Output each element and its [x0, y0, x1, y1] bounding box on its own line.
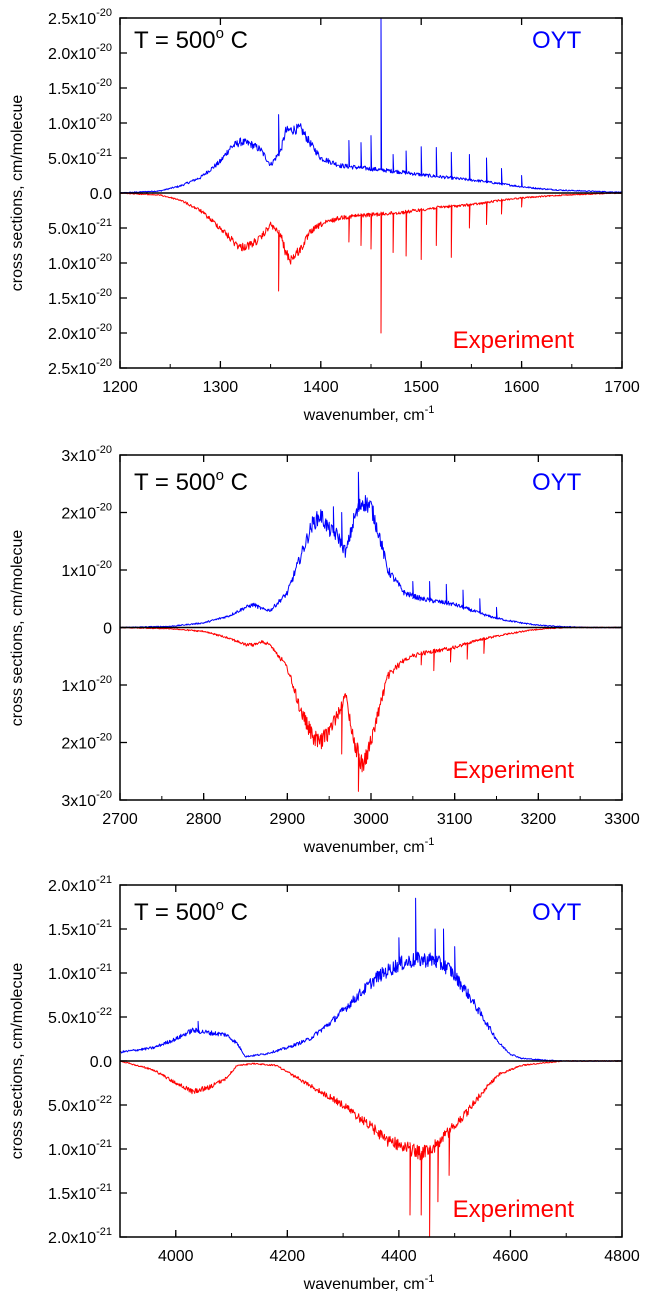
- temperature-annotation: T = 500o C: [134, 467, 248, 496]
- chart-panel-2: 2700 2800 2900 3000 3100 3200 3300 3x10-20 2x10-…: [9, 444, 640, 856]
- y-tick-label: 2.0x10-20: [48, 42, 112, 63]
- x-tick-label: 1500: [403, 379, 439, 396]
- y-tick-label: 2.0x10-21: [48, 1226, 112, 1247]
- x-tick-label: 2800: [186, 811, 222, 828]
- x-tick-label: 4400: [381, 1248, 417, 1265]
- x-tick-label: 1700: [604, 379, 640, 396]
- y-tick-label: 0.0: [90, 186, 112, 203]
- x-axis-label: wavenumber, cm-1: [303, 836, 435, 856]
- y-tick-label: 3x10-20: [61, 789, 112, 810]
- y-tick-label: 5.0x10-22: [48, 1006, 112, 1027]
- y-tick-label: 1.5x10-21: [48, 1182, 112, 1203]
- series-line-experiment: [119, 192, 623, 334]
- series-label-oyt: OYT: [532, 27, 582, 54]
- chart-panel-1: 1200 1300 1400 1500 1600 1700 2.5x10-20 2.0x10-…: [9, 7, 640, 424]
- x-tick-label: 3100: [437, 811, 473, 828]
- y-tick-label: 2.0x10-20: [48, 322, 112, 343]
- series-line-oyt: [119, 17, 623, 194]
- y-tick-label: 1.5x10-20: [48, 77, 112, 98]
- series-line-oyt: [119, 897, 623, 1062]
- y-tick-label: 0.0: [90, 1054, 112, 1071]
- y-tick-label: 1x10-20: [61, 674, 112, 695]
- series-line-experiment: [119, 1060, 623, 1238]
- y-tick-label: 2x10-20: [61, 502, 112, 523]
- x-tick-label: 1200: [102, 379, 138, 396]
- y-tick-label: 2x10-20: [61, 732, 112, 753]
- x-axis-label: wavenumber, cm-1: [303, 1273, 435, 1293]
- x-tick-label: 4000: [158, 1248, 194, 1265]
- y-axis-label: cross sections, cm/molecue: [9, 95, 26, 292]
- series-label-experiment: Experiment: [453, 1196, 575, 1223]
- series-label-oyt: OYT: [532, 899, 582, 926]
- series-label-experiment: Experiment: [453, 757, 575, 784]
- x-tick-label: 3000: [353, 811, 389, 828]
- temperature-annotation: T = 500o C: [134, 25, 248, 54]
- y-axis-label: cross sections, cm/molecue: [9, 530, 26, 727]
- y-tick-label: 1.5x10-20: [48, 287, 112, 308]
- x-tick-label: 3300: [604, 811, 640, 828]
- y-tick-label: 2.0x10-21: [48, 874, 112, 895]
- y-tick-label: 1x10-20: [61, 559, 112, 580]
- series-line-experiment: [119, 626, 623, 792]
- y-axis-label: cross sections, cm/molecue: [9, 963, 26, 1160]
- x-tick-label: 2900: [270, 811, 306, 828]
- y-tick-label: 5.0x10-21: [48, 217, 112, 238]
- y-tick-label: 5.0x10-22: [48, 1094, 112, 1115]
- y-tick-label: 5.0x10-21: [48, 147, 112, 168]
- x-tick-label: 2700: [102, 811, 138, 828]
- x-tick-label: 1400: [303, 379, 339, 396]
- x-tick-label: 1600: [504, 379, 540, 396]
- y-tick-label: 2.5x10-20: [48, 7, 112, 28]
- temperature-annotation: T = 500o C: [134, 897, 248, 926]
- y-tick-label: 2.5x10-20: [48, 357, 112, 378]
- y-tick-label: 1.0x10-21: [48, 962, 112, 983]
- series-line-oyt: [120, 471, 623, 629]
- series-label-oyt: OYT: [532, 469, 582, 496]
- y-tick-label: 1.0x10-20: [48, 252, 112, 273]
- y-tick-label: 0: [103, 621, 112, 638]
- x-axis-label: wavenumber, cm-1: [303, 404, 435, 424]
- x-tick-label: 3200: [521, 811, 557, 828]
- x-tick-label: 4200: [270, 1248, 306, 1265]
- series-label-experiment: Experiment: [453, 327, 575, 354]
- chart-panel-3: 4000 4200 4400 4600 4800 2.0x10-21 1.5x10-21 1.…: [9, 874, 640, 1293]
- x-tick-label: 4800: [604, 1248, 640, 1265]
- y-tick-label: 1.0x10-20: [48, 112, 112, 133]
- x-tick-label: 1300: [203, 379, 239, 396]
- x-tick-label: 4600: [493, 1248, 529, 1265]
- y-tick-label: 1.0x10-21: [48, 1138, 112, 1159]
- y-tick-label: 3x10-20: [61, 444, 112, 465]
- y-tick-label: 1.5x10-21: [48, 918, 112, 939]
